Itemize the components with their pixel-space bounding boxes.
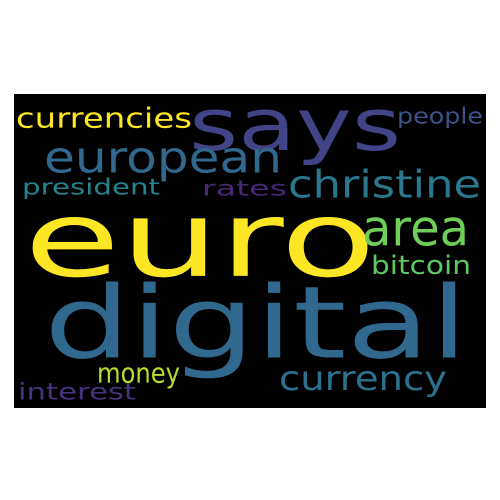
word-digital: digital <box>44 265 468 382</box>
word-says: says <box>189 94 401 168</box>
word-interest: interest <box>18 378 136 406</box>
word-money: money <box>97 356 180 390</box>
word-christine: christine <box>288 162 481 207</box>
word-currencies: currencies <box>16 101 192 135</box>
word-people: people <box>397 103 483 129</box>
word-president: president <box>22 174 160 200</box>
word-rates: rates <box>202 176 287 201</box>
word-area: area <box>362 199 469 258</box>
word-cloud: says currencies people european presiden… <box>14 94 486 408</box>
word-euro: euro <box>24 179 376 302</box>
word-currency: currency <box>279 359 447 399</box>
word-european: european <box>44 131 282 183</box>
word-bitcoin: bitcoin <box>371 250 471 281</box>
